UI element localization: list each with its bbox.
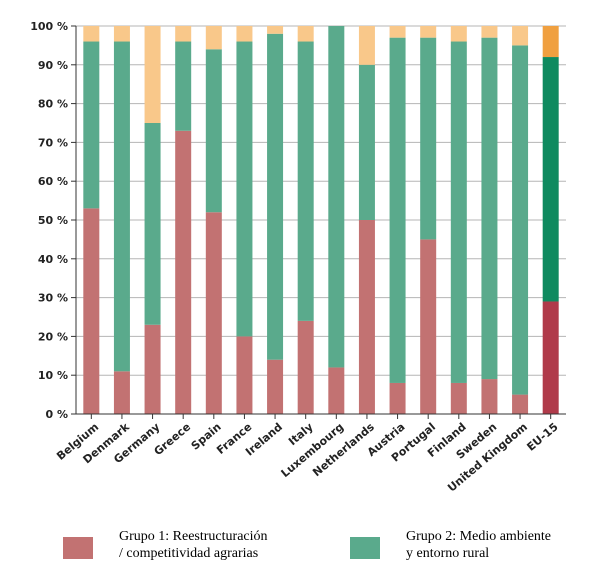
x-tick-labels: BelgiumDenmarkGermanyGreeceSpainFranceIr…	[54, 420, 560, 495]
bar-segment-france-s3	[236, 26, 253, 42]
y-tick-label: 30 %	[38, 292, 68, 305]
y-tick-labels: 0 % 10 % 20 % 30 % 40 % 50 % 60 % 70 % 80 % 90 % 1…	[30, 20, 68, 421]
bar-segment-ireland-s1	[267, 359, 284, 414]
bar-segment-portugal-s3	[420, 26, 437, 38]
bar-segment-germany-s3	[144, 26, 161, 123]
y-tick-label: 20 %	[38, 330, 68, 343]
bar-segment-italy-s1	[297, 320, 314, 414]
legend-label-group2-line1: Grupo 2: Medio ambiente	[406, 529, 552, 544]
bar-segment-netherlands-s1	[358, 220, 375, 414]
bar-segment-austria-s1	[389, 382, 406, 414]
bar-segment-finland-s3	[450, 26, 467, 42]
legend-item-group1: Grupo 1: Reestructuración / competitivid…	[63, 528, 268, 562]
legend-item-group2: Grupo 2: Medio ambiente y entorno rural	[350, 528, 551, 562]
bar-segment-denmark-s3	[113, 26, 130, 42]
bar-segment-italy-s3	[297, 26, 314, 42]
bar-segment-france-s1	[236, 336, 253, 414]
bar-segment-luxembourg-s2	[328, 26, 345, 368]
bar-segment-germany-s1	[144, 324, 161, 414]
bar-segment-united-kingdom-s3	[512, 26, 529, 46]
bar-segment-united-kingdom-s2	[512, 45, 529, 395]
bar-segment-ireland-s2	[267, 33, 284, 360]
bar-segment-greece-s3	[175, 26, 192, 42]
bar-segment-sweden-s3	[481, 26, 498, 38]
legend-label-group1-line1: Grupo 1: Reestructuración	[119, 529, 268, 544]
bar-segment-austria-s3	[389, 26, 406, 38]
bar-segment-spain-s2	[205, 49, 222, 213]
bar-segment-netherlands-s3	[358, 26, 375, 65]
bar-segment-sweden-s2	[481, 37, 498, 380]
bar-segment-sweden-s1	[481, 379, 498, 414]
bar-segment-denmark-s2	[113, 41, 130, 372]
y-tick-label: 50 %	[38, 214, 68, 227]
bar-segment-netherlands-s2	[358, 64, 375, 220]
y-tick-label: 90 %	[38, 59, 68, 72]
y-tick-label: 70 %	[38, 136, 68, 149]
bar-segment-france-s2	[236, 41, 253, 337]
x-tick-label: EU-15	[524, 420, 560, 453]
y-tick-label: 80 %	[38, 98, 68, 111]
bar-segment-ireland-s3	[267, 26, 284, 34]
bar-segment-germany-s2	[144, 123, 161, 325]
bar-segment-eu-15-s2	[542, 57, 559, 302]
legend-label-group1: Grupo 1: Reestructuración / competitivid…	[119, 528, 268, 562]
y-tick-label: 0 %	[45, 408, 68, 421]
bar-segment-spain-s1	[205, 212, 222, 414]
legend-swatch-group2	[350, 537, 380, 559]
bar-segment-united-kingdom-s1	[512, 394, 529, 414]
bar-segment-portugal-s1	[420, 239, 437, 414]
bar-segment-austria-s2	[389, 37, 406, 383]
bar-segment-greece-s2	[175, 41, 192, 131]
bar-segment-spain-s3	[205, 26, 222, 50]
legend-swatch-group1	[63, 537, 93, 559]
legend-label-group2-line2: y entorno rural	[406, 546, 490, 561]
y-tick-label: 60 %	[38, 175, 68, 188]
bar-segment-finland-s2	[450, 41, 467, 383]
y-tick-label: 40 %	[38, 253, 68, 266]
bar-segment-eu-15-s3	[542, 26, 559, 58]
bar-segment-greece-s1	[175, 130, 192, 414]
bar-segment-eu-15-s1	[542, 301, 559, 414]
bar-segment-denmark-s1	[113, 371, 130, 414]
bar-segment-belgium-s2	[83, 41, 100, 209]
legend-label-group2: Grupo 2: Medio ambiente y entorno rural	[406, 528, 551, 562]
bar-segment-luxembourg-s1	[328, 367, 345, 414]
bar-segment-portugal-s2	[420, 37, 437, 240]
bar-segment-finland-s1	[450, 382, 467, 414]
axes	[71, 25, 566, 419]
bar-segment-italy-s2	[297, 41, 314, 321]
bar-segment-belgium-s3	[83, 26, 100, 42]
y-tick-label: 10 %	[38, 369, 68, 382]
bar-segment-belgium-s1	[83, 208, 100, 414]
legend-label-group1-line2: / competitividad agrarias	[119, 546, 259, 561]
bars	[83, 26, 559, 414]
y-tick-label: 100 %	[30, 20, 68, 33]
